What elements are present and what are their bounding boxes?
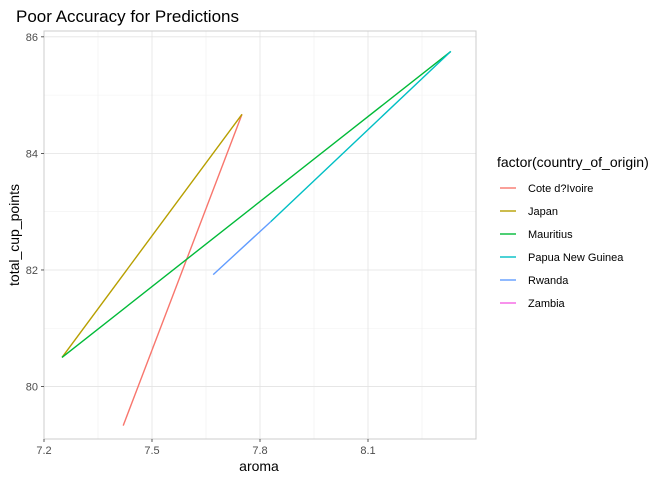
series-line-4 — [212, 221, 272, 276]
series-lines — [61, 50, 452, 426]
series-line-2 — [61, 50, 452, 358]
legend-item: Papua New Guinea — [500, 252, 624, 264]
legend-label: Papua New Guinea — [528, 252, 624, 264]
y-tick-label: 86 — [26, 32, 38, 44]
legend-label: Mauritius — [528, 229, 573, 241]
x-tick-label: 7.2 — [36, 445, 51, 457]
legend-label: Zambia — [528, 298, 566, 310]
y-tick-label: 82 — [26, 265, 38, 277]
series-line-3 — [270, 50, 452, 223]
legend-item: Zambia — [500, 298, 566, 310]
legend-item: Mauritius — [500, 229, 573, 241]
legend-label: Rwanda — [528, 275, 569, 287]
legend-label: Japan — [528, 206, 558, 218]
x-axis-label: aroma — [239, 458, 279, 474]
legend: factor(country_of_origin) Cote d?Ivoire J… — [497, 154, 649, 310]
series-line-0 — [122, 114, 243, 426]
y-axis-ticks: 80 82 84 86 — [26, 32, 44, 394]
x-tick-label: 7.5 — [144, 445, 159, 457]
y-tick-label: 80 — [26, 382, 38, 394]
legend-title: factor(country_of_origin) — [497, 154, 649, 170]
legend-items: Cote d?Ivoire Japan Mauritius Papua New Gui… — [500, 183, 624, 310]
chart-title: Poor Accuracy for Predictions — [16, 7, 239, 26]
legend-item: Japan — [500, 206, 558, 218]
y-axis-label: total_cup_points — [6, 184, 22, 286]
legend-label: Cote d?Ivoire — [528, 183, 593, 195]
y-tick-label: 84 — [26, 148, 38, 160]
x-axis-ticks: 7.2 7.5 7.8 8.1 — [36, 439, 376, 457]
series-line-1 — [61, 113, 243, 358]
legend-item: Rwanda — [500, 275, 569, 287]
x-tick-label: 7.8 — [252, 445, 267, 457]
major-gridlines — [43, 31, 476, 439]
x-tick-label: 8.1 — [360, 445, 375, 457]
legend-item: Cote d?Ivoire — [500, 183, 593, 195]
